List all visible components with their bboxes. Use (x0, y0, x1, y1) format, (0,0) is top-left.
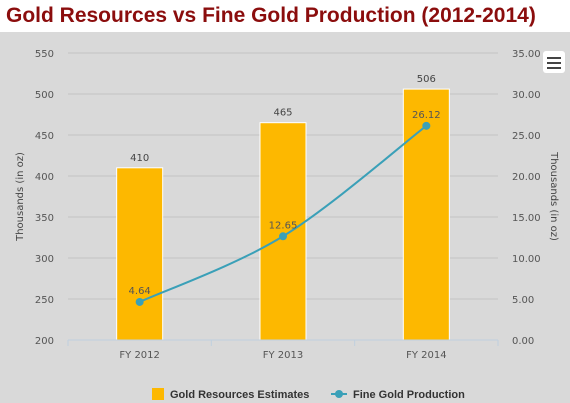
line-series (135, 121, 431, 306)
legend-line-marker (335, 390, 343, 398)
chart-title: Gold Resources vs Fine Gold Production (… (0, 0, 570, 32)
y-left-axis-title: Thousands (in oz) (15, 152, 26, 242)
y-left-tick-label: 550 (35, 49, 54, 60)
legend-bar-swatch (152, 388, 164, 400)
line-point (279, 232, 287, 241)
legend-label-bar: Gold Resources Estimates (170, 389, 309, 401)
y-right-tick-label: 0.00 (512, 336, 534, 347)
bar-data-label: 410 (130, 153, 149, 164)
y-left-tick-label: 500 (35, 90, 54, 101)
y-right-tick-label: 35.00 (512, 49, 541, 60)
bar (402, 88, 450, 341)
y-left-tick-label: 200 (35, 336, 54, 347)
line-point (422, 121, 431, 130)
line-data-label: 12.65 (269, 220, 298, 231)
line-point (135, 297, 144, 306)
y-right-tick-label: 10.00 (512, 254, 541, 265)
hamburger-menu-icon (547, 57, 561, 59)
x-tick-label: FY 2013 (263, 350, 304, 361)
bar (259, 122, 307, 341)
y-left-tick-label: 300 (35, 254, 54, 265)
y-right-tick-label: 15.00 (512, 213, 541, 224)
line-data-label: 4.64 (129, 286, 151, 297)
axes: 200 250 300 350 400 450 500 550 0.00 5.00 10.00 15.… (15, 49, 559, 361)
bar-series (116, 88, 450, 341)
y-left-tick-label: 450 (35, 131, 54, 142)
y-right-axis-title: Thousands (in oz) (548, 151, 559, 241)
legend: Gold Resources Estimates Fine Gold Produc… (152, 388, 465, 401)
x-tick-label: FY 2014 (406, 350, 447, 361)
y-left-tick-label: 350 (35, 213, 54, 224)
y-right-tick-label: 25.00 (512, 131, 541, 142)
bar-data-label: 465 (273, 108, 292, 119)
chart-area: 410 465 506 4.64 12.65 26.12 200 250 300 350 400 4… (0, 32, 570, 403)
legend-label-line: Fine Gold Production (353, 389, 465, 401)
data-labels: 410 465 506 4.64 12.65 26.12 (129, 74, 441, 297)
y-right-tick-label: 30.00 (512, 90, 541, 101)
bar (116, 167, 164, 341)
combo-chart: 410 465 506 4.64 12.65 26.12 200 250 300 350 400 4… (15, 49, 559, 401)
y-right-tick-label: 5.00 (512, 295, 534, 306)
line-data-label: 26.12 (412, 110, 441, 121)
y-right-tick-label: 20.00 (512, 172, 541, 183)
x-tick-label: FY 2012 (119, 350, 160, 361)
y-left-tick-label: 400 (35, 172, 54, 183)
bar-data-label: 506 (417, 74, 436, 85)
y-left-tick-label: 250 (35, 295, 54, 306)
chart-menu-button[interactable] (543, 51, 565, 73)
